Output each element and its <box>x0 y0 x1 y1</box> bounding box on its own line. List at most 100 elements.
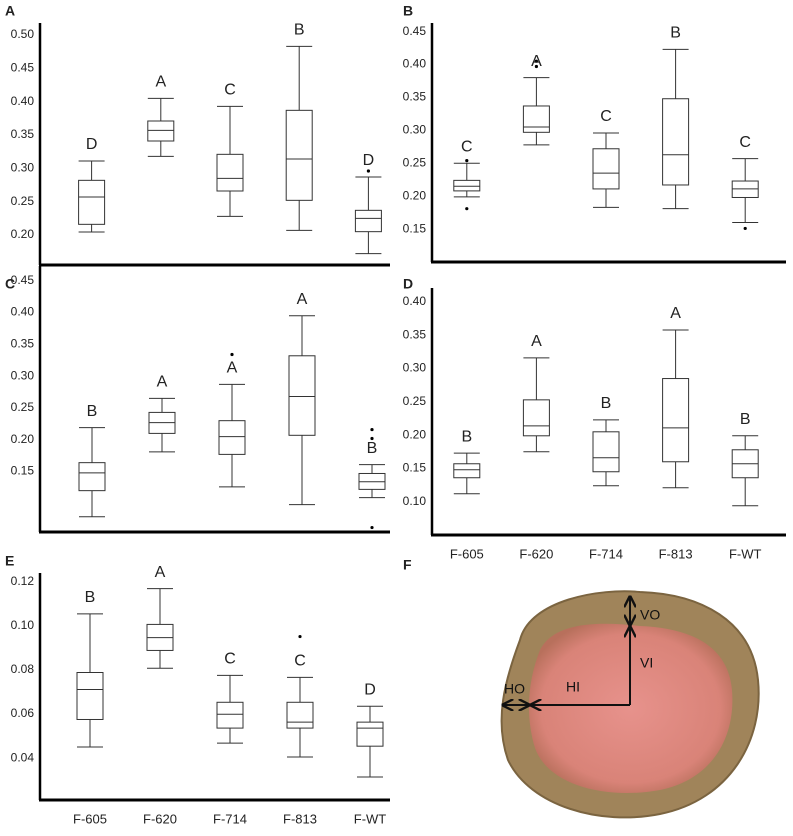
lower-whisker <box>359 489 385 499</box>
y-tick-label: 0.30 <box>403 361 427 375</box>
lower-whisker <box>732 197 759 223</box>
group-letter: C <box>461 138 473 155</box>
box <box>453 179 481 192</box>
y-tick-label: 0.12 <box>11 574 35 588</box>
panel-label: B <box>403 3 413 19</box>
outlier <box>230 352 234 357</box>
y-tick-label: 0.35 <box>403 90 427 104</box>
outlier <box>298 634 302 639</box>
outlier <box>743 226 747 231</box>
box <box>78 462 106 492</box>
y-tick-label: 0.15 <box>403 461 427 475</box>
x-tick-label: F-WT <box>729 546 762 561</box>
lower-whisker <box>593 188 619 208</box>
upper-whisker <box>289 315 315 356</box>
y-tick-label: 0.04 <box>11 750 35 764</box>
y-tick-label: 0.25 <box>403 155 427 169</box>
y-tick-label: 0.15 <box>403 221 427 235</box>
y-tick-label: 0.25 <box>11 400 35 414</box>
box <box>76 672 104 720</box>
box <box>592 431 620 473</box>
x-tick-label: F-813 <box>659 546 693 561</box>
upper-whisker <box>149 397 175 413</box>
y-tick-label: 0.06 <box>11 706 35 720</box>
y-tick-label: 0.15 <box>11 464 35 478</box>
y-tick-label: 0.30 <box>403 123 427 137</box>
upper-whisker <box>662 48 689 99</box>
upper-whisker <box>732 158 759 182</box>
y-tick-label: 0.45 <box>403 24 427 38</box>
upper-whisker <box>453 452 480 464</box>
box <box>147 120 175 142</box>
y-tick-label: 0.25 <box>11 194 35 208</box>
y-tick-label: 0.30 <box>11 368 35 382</box>
lower-whisker <box>523 435 550 453</box>
group-letter: C <box>224 651 236 668</box>
x-tick-label: F-714 <box>213 811 247 826</box>
lower-whisker <box>593 471 619 487</box>
panel-label: C <box>5 276 15 292</box>
lower-whisker <box>287 728 313 758</box>
y-tick-label: 0.20 <box>11 432 35 446</box>
group-letter: D <box>364 681 376 698</box>
panel-label: D <box>403 276 413 292</box>
upper-whisker <box>357 705 383 723</box>
upper-whisker <box>286 45 313 111</box>
x-tick-label: F-714 <box>589 546 623 561</box>
box <box>356 721 384 747</box>
box <box>662 98 690 186</box>
outlier <box>465 159 469 163</box>
group-letter: D <box>86 136 98 153</box>
y-tick-label: 0.35 <box>403 327 427 341</box>
y-tick-label: 0.25 <box>403 394 427 408</box>
lower-whisker <box>217 728 243 744</box>
y-tick-label: 0.30 <box>11 161 35 175</box>
group-letter: A <box>531 53 542 70</box>
upper-whisker <box>79 427 105 463</box>
y-tick-label: 0.40 <box>403 294 427 308</box>
y-tick-label: 0.20 <box>11 227 35 241</box>
lower-whisker <box>289 435 315 506</box>
box <box>216 153 244 192</box>
x-tick-label: F-605 <box>450 546 484 561</box>
upper-whisker <box>523 77 550 106</box>
group-letter: B <box>87 403 98 420</box>
lower-whisker <box>78 224 105 233</box>
y-tick-label: 0.40 <box>403 57 427 71</box>
label-vo: VO <box>640 607 660 623</box>
upper-whisker <box>147 97 174 121</box>
lower-whisker <box>662 184 689 210</box>
y-tick-label: 0.40 <box>11 94 35 108</box>
outlier <box>366 169 370 173</box>
group-letter: B <box>670 25 681 42</box>
outlier <box>370 525 374 530</box>
upper-whisker <box>453 162 480 181</box>
y-tick-label: 0.45 <box>11 61 35 75</box>
panel-label: A <box>5 3 15 19</box>
group-letter: C <box>600 108 612 125</box>
group-letter: A <box>227 360 238 377</box>
label-vi: VI <box>640 655 653 671</box>
group-letter: A <box>297 291 308 308</box>
upper-whisker <box>219 383 245 421</box>
lower-whisker <box>453 190 480 198</box>
x-tick-label: F-813 <box>283 811 317 826</box>
upper-whisker <box>732 435 759 450</box>
panel-label: E <box>5 553 14 569</box>
y-tick-label: 0.08 <box>11 662 35 676</box>
lower-whisker <box>79 490 105 518</box>
box <box>592 148 620 190</box>
group-letter: A <box>155 564 166 581</box>
y-tick-label: 0.35 <box>11 337 35 351</box>
box <box>662 378 690 463</box>
upper-whisker <box>147 588 173 625</box>
box <box>78 179 106 225</box>
group-letter: B <box>367 440 378 457</box>
upper-whisker <box>217 105 243 155</box>
lower-whisker <box>217 191 243 217</box>
upper-whisker <box>593 419 619 432</box>
upper-whisker <box>287 676 313 703</box>
lower-whisker <box>149 433 175 453</box>
lower-whisker <box>453 477 480 495</box>
